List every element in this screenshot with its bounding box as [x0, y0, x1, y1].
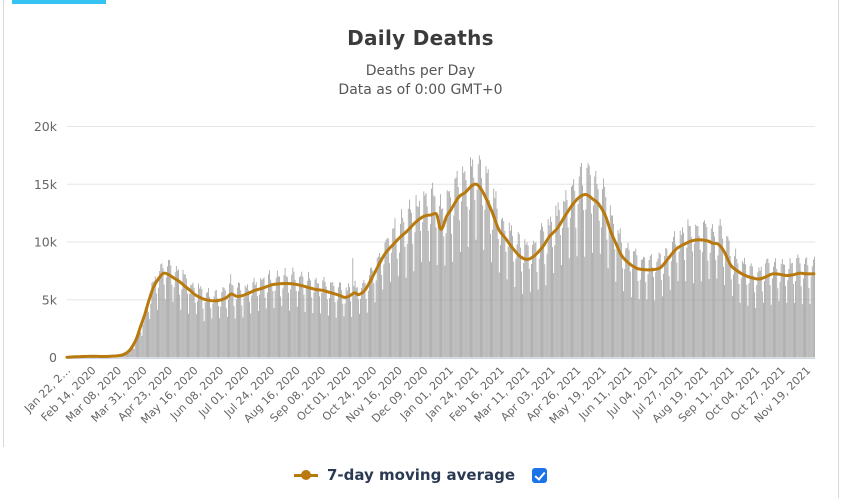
panel-border-right	[838, 0, 839, 498]
legend-label: 7-day moving average	[326, 466, 516, 484]
moving-average-legend-marker-icon	[293, 470, 318, 480]
legend-item-7day-average[interactable]: 7-day moving average	[293, 466, 516, 484]
daily-deaths-bars	[67, 155, 815, 358]
y-gridlines	[67, 126, 815, 301]
svg-text:15k: 15k	[34, 177, 58, 192]
y-axis-labels: 0 5k 10k 15k 20k	[34, 119, 58, 365]
svg-text:0: 0	[49, 350, 57, 365]
series-visibility-checkbox[interactable]	[532, 467, 548, 483]
top-accent-bar	[12, 0, 106, 4]
moving-average-line	[65, 182, 816, 359]
svg-text:20k: 20k	[34, 119, 58, 134]
svg-text:10k: 10k	[34, 235, 58, 250]
legend-row: 7-day moving average	[0, 466, 841, 484]
svg-text:5k: 5k	[42, 292, 58, 307]
panel-border-left	[3, 0, 4, 447]
